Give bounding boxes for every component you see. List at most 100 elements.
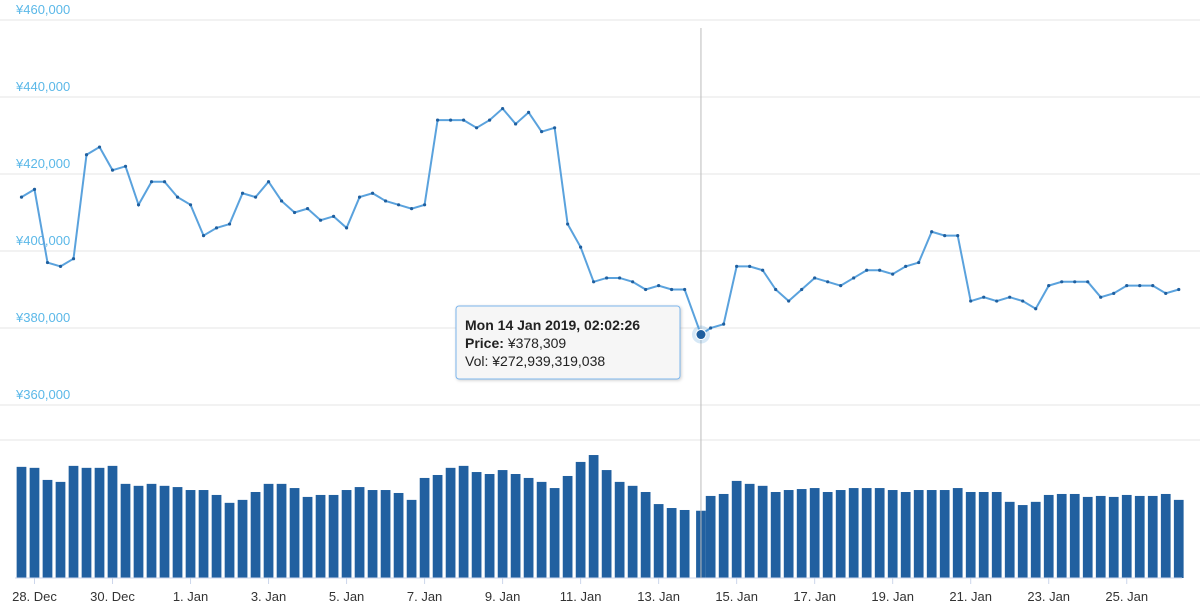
volume-bar <box>445 467 456 578</box>
price-point <box>97 145 102 149</box>
price-point <box>123 164 128 168</box>
price-point <box>1073 280 1077 284</box>
price-point <box>748 264 752 268</box>
volume-bar <box>705 495 716 578</box>
price-point <box>644 287 648 292</box>
price-point <box>722 322 726 326</box>
price-point <box>995 299 999 303</box>
tooltip-label: Vol: <box>465 353 488 369</box>
price-point <box>488 118 492 122</box>
volume-bar <box>523 477 534 578</box>
price-point <box>943 234 947 238</box>
volume-bar <box>224 502 235 578</box>
price-point <box>383 199 388 203</box>
volume-bar <box>16 466 27 578</box>
price-point <box>435 118 440 122</box>
volume-bar <box>822 491 833 578</box>
price-point <box>1151 284 1155 288</box>
volume-bar <box>42 479 53 578</box>
price-point <box>592 280 596 284</box>
volume-bar <box>55 481 66 578</box>
price-point <box>800 287 804 292</box>
price-line <box>19 106 1181 337</box>
volume-bar <box>419 477 430 578</box>
volume-bar <box>211 494 222 578</box>
price-point <box>683 287 687 292</box>
price-point <box>201 234 206 238</box>
price-point <box>501 106 505 111</box>
x-tick-label: 11. Jan <box>560 589 602 604</box>
volume-bar <box>393 492 404 578</box>
price-point <box>110 168 115 172</box>
price-point <box>1021 299 1025 303</box>
x-tick-label: 9. Jan <box>485 589 520 604</box>
price-point <box>839 284 843 288</box>
price-point <box>631 280 635 284</box>
volume-bar <box>133 485 144 578</box>
price-point <box>175 195 180 199</box>
volume-bar <box>640 491 651 578</box>
volume-bar <box>835 490 846 578</box>
price-point <box>1099 295 1103 299</box>
price-point <box>253 195 258 199</box>
price-point <box>227 222 232 226</box>
y-tick-label: ¥440,000 <box>15 79 70 94</box>
price-point <box>1047 284 1051 288</box>
price-point <box>32 187 37 191</box>
volume-bar <box>614 481 625 578</box>
volume-bars <box>16 455 1184 578</box>
x-tick-label: 5. Jan <box>329 589 364 604</box>
volume-bar <box>653 504 664 578</box>
price-point <box>852 276 856 280</box>
price-point <box>930 230 934 234</box>
volume-bar <box>458 465 469 578</box>
price-point <box>19 195 24 199</box>
volume-bar <box>575 461 586 578</box>
volume-bar <box>1017 505 1028 578</box>
price-point <box>761 268 765 272</box>
volume-bar <box>939 490 950 578</box>
x-tick-label: 3. Jan <box>251 589 286 604</box>
volume-bar <box>978 491 989 578</box>
price-point <box>266 180 271 184</box>
tooltip-box <box>455 305 681 380</box>
volume-bar <box>1004 501 1015 578</box>
price-point <box>1112 291 1116 295</box>
volume-bar <box>1056 493 1067 578</box>
volume-bar <box>471 472 482 578</box>
price-point <box>357 195 362 199</box>
volume-bar <box>796 489 807 578</box>
price-point <box>344 226 349 230</box>
price-point <box>969 299 973 303</box>
price-point <box>917 260 921 265</box>
price-point <box>1177 287 1181 292</box>
volume-bar <box>276 483 287 578</box>
volume-bar <box>731 480 742 578</box>
tooltip-value: ¥272,939,319,038 <box>491 353 605 369</box>
price-point <box>292 210 297 215</box>
volume-bar <box>718 493 729 578</box>
price-point <box>318 218 323 222</box>
volume-bar <box>354 487 365 578</box>
x-tick-label: 23. Jan <box>1027 589 1070 604</box>
volume-bar <box>861 488 872 578</box>
price-point <box>878 268 882 272</box>
volume-bar <box>185 490 196 578</box>
price-line <box>20 107 1180 337</box>
volume-bar <box>952 488 963 578</box>
price-point <box>891 272 895 276</box>
price-point <box>553 126 557 130</box>
y-tick-label: ¥420,000 <box>15 156 70 171</box>
price-point <box>474 126 479 130</box>
volume-bar <box>146 483 157 578</box>
price-point <box>956 234 960 238</box>
hover <box>691 28 710 578</box>
price-point <box>657 284 661 288</box>
volume-bar <box>328 494 339 578</box>
volume-bar <box>1095 495 1106 578</box>
volume-bar <box>536 481 547 578</box>
price-point <box>461 118 466 122</box>
volume-bar <box>757 485 768 578</box>
grid: ¥360,000¥380,000¥400,000¥420,000¥440,000… <box>0 2 1200 406</box>
